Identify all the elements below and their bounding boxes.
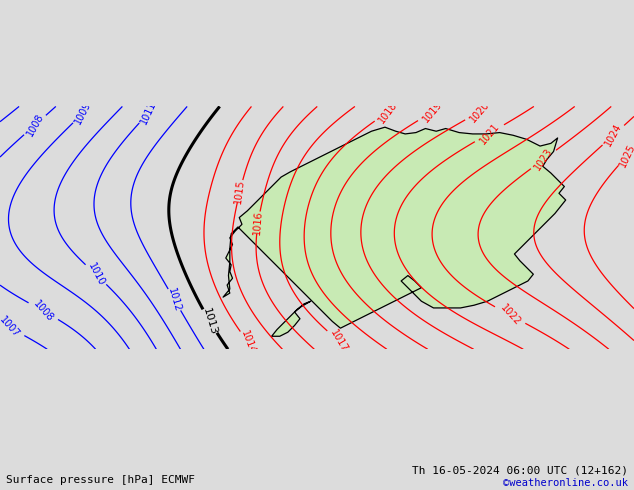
Text: 1020: 1020 bbox=[468, 99, 492, 124]
Text: 1008: 1008 bbox=[25, 112, 45, 138]
Text: 1022: 1022 bbox=[498, 303, 522, 328]
Text: 1018: 1018 bbox=[377, 99, 399, 125]
Text: 1025: 1025 bbox=[618, 142, 634, 169]
Text: 1014: 1014 bbox=[239, 329, 257, 355]
Text: 1015: 1015 bbox=[233, 178, 247, 204]
Text: 1011: 1011 bbox=[139, 100, 158, 126]
Text: Th 16-05-2024 06:00 UTC (12+162): Th 16-05-2024 06:00 UTC (12+162) bbox=[411, 466, 628, 475]
Text: ©weatheronline.co.uk: ©weatheronline.co.uk bbox=[503, 478, 628, 488]
Text: 1013: 1013 bbox=[201, 306, 219, 336]
Text: 1012: 1012 bbox=[166, 287, 183, 313]
Text: 1007: 1007 bbox=[0, 315, 22, 340]
Text: 1017: 1017 bbox=[328, 327, 349, 354]
Text: 1024: 1024 bbox=[603, 122, 624, 148]
Text: 1023: 1023 bbox=[533, 147, 555, 172]
Text: 1008: 1008 bbox=[32, 298, 55, 323]
Text: Surface pressure [hPa] ECMWF: Surface pressure [hPa] ECMWF bbox=[6, 475, 195, 485]
Text: 1019: 1019 bbox=[420, 99, 444, 124]
Text: 1010: 1010 bbox=[86, 261, 106, 288]
Text: 1021: 1021 bbox=[477, 121, 501, 146]
Text: 1009: 1009 bbox=[73, 100, 93, 126]
Text: 1016: 1016 bbox=[252, 210, 264, 235]
